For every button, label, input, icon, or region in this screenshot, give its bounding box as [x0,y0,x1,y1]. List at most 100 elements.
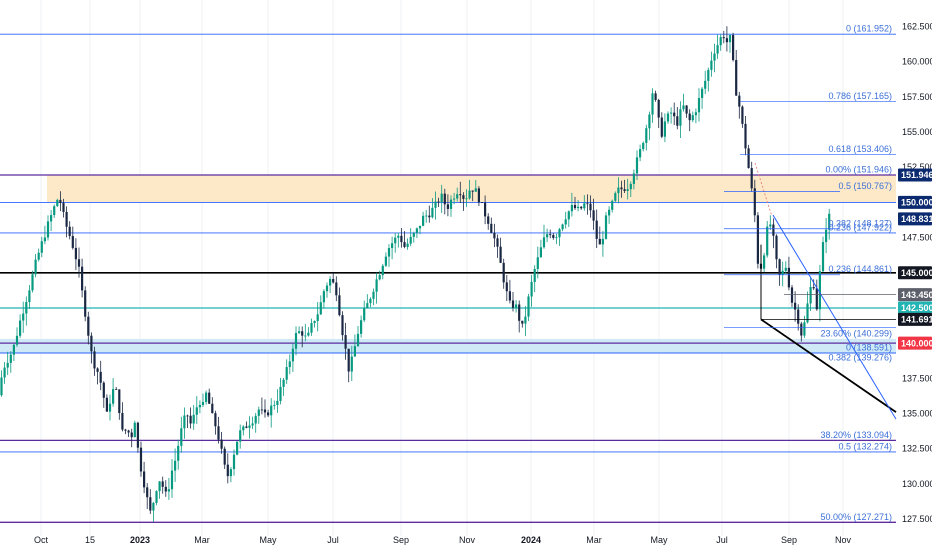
candle-body [19,320,22,336]
candle-body [679,109,682,126]
candle-body [369,298,372,304]
candle-body [56,199,59,207]
candle-body [87,316,90,336]
candle-body [778,259,781,275]
candle-body [496,238,499,247]
candle-body [769,224,772,227]
candle-body [670,112,673,114]
candle-body [626,189,629,191]
x-tick-label: May [259,535,277,545]
x-tick-label: Sep [393,535,409,545]
candle-body [105,397,108,412]
candle-body [797,309,800,324]
candle-body [468,190,471,199]
candle-body [617,187,620,194]
candle-body [635,157,639,174]
candle-body [794,302,797,310]
candle-body [648,114,651,129]
candle-body [524,316,527,324]
candle-body [660,117,663,137]
y-tick-label: 162.500 [902,21,932,31]
candle-body [356,333,360,347]
candle-body [220,439,223,449]
candle-body [384,256,387,266]
support-resistance-zone [47,175,896,203]
candle-body [335,282,338,296]
candle-body [552,235,555,238]
candle-body [267,412,270,416]
candle-body [781,270,784,275]
candle-body [223,448,226,465]
candle-body [102,382,105,398]
candle-body [474,188,477,192]
candle-body [50,215,53,222]
fib-label: 0.236 (147.922) [828,222,892,232]
candle-body [90,335,93,352]
candle-body [459,194,462,196]
candle-body [732,35,735,61]
fib-label: 0.382 (139.276) [828,352,892,362]
candle-body [753,188,756,216]
fib-label: 50.00% (127.271) [820,512,892,522]
candle-body [62,202,65,212]
candle-body [322,291,325,303]
candle-body [676,116,679,126]
price-tag [898,266,932,280]
candle-body [381,265,384,276]
candle-body [750,168,753,189]
candle-body [177,445,180,461]
candle-body [766,226,769,256]
candle-body [397,235,400,238]
candle-body [31,274,34,291]
candle-body [567,211,570,220]
candle-body [186,415,189,417]
candle-body [787,267,790,288]
candle-body [180,428,183,446]
y-tick-label: 127.500 [902,514,932,524]
candle-body [149,497,152,511]
candle-body [350,356,353,372]
candle-body [313,321,316,324]
candle-body [583,203,586,209]
candle-body [707,69,710,81]
candle-body [214,413,217,427]
price-tag-label: 141.691 [901,315,932,325]
candle-body [747,148,750,169]
candle-body [790,287,794,303]
candle-body [536,257,539,269]
candle-body [744,123,747,149]
candle-body [208,392,211,404]
candle-body [502,262,505,283]
candle-body [124,429,127,431]
candle-body [511,300,515,308]
y-tick-label: 160.000 [902,57,932,67]
candle-body [276,400,279,406]
candle-body [815,288,818,310]
candle-body [440,193,443,202]
candle-body [577,206,580,209]
fib-label: 0.786 (157.165) [828,91,892,101]
candle-body [77,259,81,267]
candle-body [632,173,635,184]
x-tick-label: Jul [327,535,339,545]
candle-body [366,303,369,309]
y-tick-label: 147.500 [902,233,932,243]
candle-body [694,112,697,116]
candle-body [34,259,37,275]
x-tick-label: 15 [85,535,95,545]
candle-body [248,425,251,428]
candle-body [93,351,96,369]
candle-body [387,248,391,257]
candle-body [756,215,759,264]
candle-body [68,226,71,237]
projection-dashed [754,162,773,217]
x-axis[interactable]: Oct 15 2023 Mar May Jul Sep Nov 2024 Mar May Jul Sep… [34,535,852,545]
candle-body [403,242,406,247]
candle-body [161,481,164,487]
candle-body [254,415,257,424]
candle-body [273,405,276,406]
candle-body [713,53,716,61]
candle-body [728,35,732,43]
candle-body [285,367,288,380]
